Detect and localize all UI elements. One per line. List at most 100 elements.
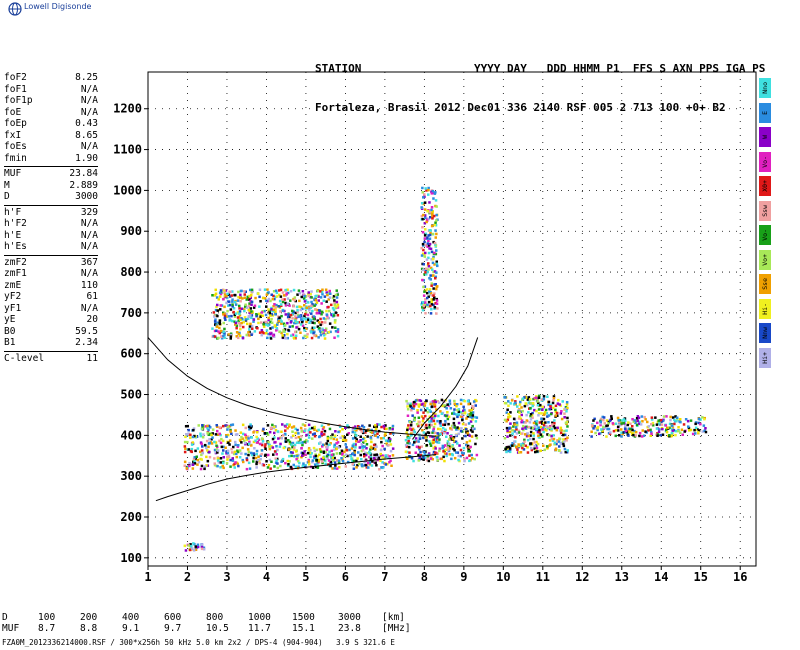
echo-pixel	[435, 408, 438, 411]
echo-pixel	[205, 446, 208, 450]
echo-pixel	[219, 289, 223, 292]
echo-pixel	[547, 414, 551, 417]
echo-pixel	[541, 426, 544, 430]
echo-pixel	[307, 294, 310, 298]
echo-pixel	[376, 432, 379, 435]
param-row: zmF1 N/A	[4, 268, 98, 280]
echo-pixel	[606, 424, 609, 427]
echo-pixel	[436, 436, 439, 439]
param-name: MUF	[4, 168, 22, 179]
param-row: foF1 N/A	[4, 84, 98, 96]
echo-pixel	[307, 460, 311, 463]
echo-pixel	[320, 321, 324, 324]
echo-pixel	[229, 332, 233, 335]
echo-pixel	[474, 434, 478, 437]
echo-pixel	[213, 335, 217, 338]
param-row: M 2.889	[4, 180, 98, 192]
echo-pixel	[439, 424, 442, 427]
echo-pixel	[214, 433, 218, 436]
echo-pixel	[290, 334, 293, 337]
echo-pixel	[302, 317, 306, 320]
echo-pixel	[433, 422, 437, 426]
echo-pixel	[315, 311, 319, 315]
echo-pixel	[433, 292, 436, 295]
echo-pixel	[306, 433, 310, 436]
echo-pixel	[461, 453, 465, 457]
echo-pixel	[219, 441, 223, 445]
echo-pixel	[699, 422, 702, 426]
echo-pixel	[351, 460, 354, 463]
echo-pixel	[410, 432, 413, 435]
trace-curve	[412, 337, 479, 440]
echo-pixel	[687, 425, 690, 428]
echo-pixel	[191, 463, 195, 466]
echo-pixel	[521, 409, 524, 413]
echo-pixel	[214, 288, 217, 292]
distance-cell: 600	[164, 612, 182, 623]
echo-pixel	[430, 417, 433, 420]
echo-pixel	[225, 315, 229, 318]
echo-pixel	[248, 298, 251, 301]
echo-pixel	[321, 461, 324, 465]
echo-pixel	[677, 426, 680, 429]
echo-pixel	[431, 232, 435, 236]
echo-pixel	[247, 315, 250, 318]
echo-pixel	[435, 271, 438, 274]
echo-pixel	[694, 422, 697, 426]
legend-label: Ssw	[761, 204, 769, 217]
echo-pixel	[535, 440, 538, 444]
echo-pixel	[267, 463, 271, 467]
echo-pixel	[515, 428, 518, 431]
echo-pixel	[433, 296, 436, 299]
echo-pixel	[374, 461, 377, 464]
echo-pixel	[461, 413, 464, 416]
echo-pixel	[471, 414, 475, 417]
echo-pixel	[409, 434, 413, 437]
echo-pixel	[533, 447, 536, 450]
echo-pixel	[410, 428, 413, 432]
echo-pixel	[676, 429, 680, 433]
echo-pixel	[299, 308, 302, 312]
echo-pixel	[391, 424, 395, 428]
echo-pixel	[314, 308, 317, 311]
echo-pixel	[503, 396, 506, 399]
echo-pixel	[535, 395, 538, 398]
echo-pixel	[360, 443, 364, 446]
distance-cell: 1500	[292, 612, 315, 623]
echo-pixel	[623, 430, 627, 434]
param-row: B0 59.5	[4, 326, 98, 338]
echo-pixel	[459, 448, 463, 452]
echo-pixel	[284, 324, 287, 327]
echo-pixel	[540, 417, 543, 420]
echo-pixel	[206, 449, 209, 452]
echo-pixel	[503, 418, 507, 422]
echo-pixel	[289, 321, 293, 324]
header-line-2: Fortaleza, Brasil 2012 Dec01 336 2140 RS…	[315, 101, 726, 114]
echo-pixel	[538, 428, 541, 432]
echo-pixel	[290, 454, 293, 458]
echo-pixel	[215, 424, 218, 427]
echo-pixel	[647, 425, 650, 428]
echo-pixel	[660, 420, 664, 423]
echo-pixel	[291, 333, 295, 336]
echo-pixel	[659, 433, 662, 437]
globe-icon	[8, 2, 22, 16]
echo-pixel	[694, 432, 697, 435]
echo-pixel	[622, 418, 626, 421]
legend-label: W	[761, 135, 769, 139]
echo-pixel	[218, 432, 221, 436]
echo-pixel	[559, 431, 563, 435]
echo-pixel	[542, 395, 546, 398]
echo-pixel	[268, 311, 272, 315]
param-name: D	[4, 191, 10, 202]
echo-pixel	[389, 449, 393, 453]
echo-pixel	[298, 314, 302, 318]
echo-pixel	[560, 410, 563, 413]
echo-pixel	[427, 459, 431, 463]
echo-pixel	[425, 423, 428, 427]
echo-pixel	[566, 406, 569, 410]
echo-pixel	[322, 426, 326, 429]
echo-pixel	[222, 456, 225, 459]
echo-pixel	[368, 424, 371, 427]
